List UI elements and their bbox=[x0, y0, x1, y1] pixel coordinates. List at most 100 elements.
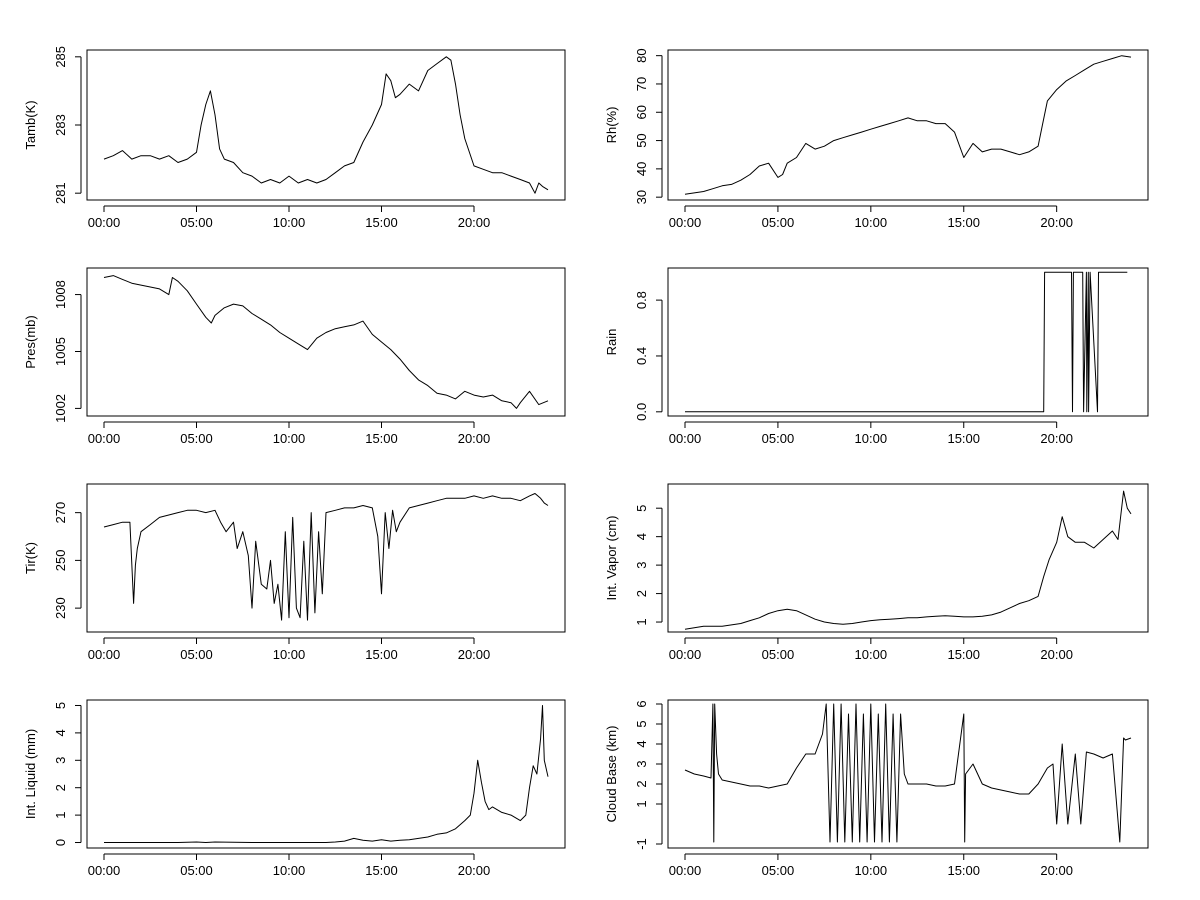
series-line-intliquid bbox=[104, 705, 549, 843]
chart-panel-7: 00:00 05:00 10:00 15:00 20:00 -1 1 2 3 4 5 6 Cloud B… bbox=[604, 699, 1149, 878]
x-tick-label: 15:00 bbox=[365, 647, 398, 662]
x-tick-label: 05:00 bbox=[180, 647, 213, 662]
plot-frame bbox=[667, 49, 1149, 201]
y-tick-label: 4 bbox=[634, 740, 649, 747]
x-tick-label: 00:00 bbox=[88, 431, 121, 446]
y-tick-label: 3 bbox=[634, 760, 649, 767]
x-tick-label: 10:00 bbox=[855, 215, 888, 230]
series-line-rain bbox=[685, 271, 1128, 413]
chart-panel-6: 00:00 05:00 10:00 15:00 20:00 0 1 2 3 4 5 Int. Liqu… bbox=[23, 699, 566, 878]
y-tick-label: -1 bbox=[634, 838, 649, 850]
y-tick-label: 1 bbox=[634, 800, 649, 807]
y-tick-label: 2 bbox=[53, 784, 68, 791]
chart-panel-3: 00:00 05:00 10:00 15:00 20:00 0.0 0.4 0.8 Rain bbox=[604, 267, 1149, 446]
series-line-tamb bbox=[103, 56, 549, 194]
y-tick-label: 1008 bbox=[53, 280, 68, 309]
y-tick-label: 1005 bbox=[53, 337, 68, 366]
y-tick-label: 0 bbox=[53, 839, 68, 846]
y-tick-label: 230 bbox=[53, 597, 68, 619]
plot-frame bbox=[86, 483, 566, 633]
y-tick-label: 4 bbox=[634, 533, 649, 540]
x-tick-label: 20:00 bbox=[458, 431, 491, 446]
y-axis-label: Int. Liquid (mm) bbox=[23, 729, 38, 819]
y-tick-label: 250 bbox=[53, 550, 68, 572]
x-tick-label: 05:00 bbox=[762, 215, 795, 230]
y-tick-label: 40 bbox=[634, 162, 649, 176]
plot-frame bbox=[667, 267, 1149, 417]
y-tick-label: 2 bbox=[634, 780, 649, 787]
x-tick-label: 15:00 bbox=[365, 431, 398, 446]
chart-panel-2: 00:00 05:00 10:00 15:00 20:00 1002 1005 1008 Pre… bbox=[23, 267, 566, 446]
y-tick-label: 5 bbox=[634, 505, 649, 512]
x-tick-label: 10:00 bbox=[855, 863, 888, 878]
y-tick-label: 270 bbox=[53, 502, 68, 524]
plot-frame bbox=[86, 267, 566, 417]
y-axis-label: Tir(K) bbox=[23, 542, 38, 574]
x-tick-label: 15:00 bbox=[365, 863, 398, 878]
series-line-rh bbox=[684, 55, 1132, 195]
y-tick-label: 0.4 bbox=[634, 347, 649, 365]
y-tick-label: 2 bbox=[634, 590, 649, 597]
y-tick-label: 5 bbox=[53, 702, 68, 709]
y-axis-label: Rain bbox=[604, 329, 619, 356]
y-axis-label: Pres(mb) bbox=[23, 315, 38, 368]
y-axis-label: Int. Vapor (cm) bbox=[604, 515, 619, 600]
x-tick-label: 15:00 bbox=[947, 431, 980, 446]
y-tick-label: 0.8 bbox=[634, 291, 649, 309]
x-tick-label: 00:00 bbox=[669, 431, 702, 446]
y-tick-label: 0.0 bbox=[634, 403, 649, 421]
x-tick-label: 00:00 bbox=[88, 863, 121, 878]
y-tick-label: 30 bbox=[634, 190, 649, 204]
chart-panel-1: 00:00 05:00 10:00 15:00 20:00 30 40 50 60 70 80 Rh(… bbox=[604, 48, 1149, 230]
y-tick-label: 60 bbox=[634, 105, 649, 119]
x-tick-label: 20:00 bbox=[458, 863, 491, 878]
x-tick-label: 20:00 bbox=[1040, 215, 1073, 230]
x-tick-label: 10:00 bbox=[273, 431, 306, 446]
x-tick-label: 15:00 bbox=[947, 647, 980, 662]
x-tick-label: 05:00 bbox=[762, 431, 795, 446]
x-tick-label: 00:00 bbox=[88, 215, 121, 230]
x-tick-label: 05:00 bbox=[180, 431, 213, 446]
x-tick-label: 15:00 bbox=[365, 215, 398, 230]
y-tick-label: 281 bbox=[53, 182, 68, 204]
chart-panel-4: 00:00 05:00 10:00 15:00 20:00 230 250 270 Tir(K) bbox=[23, 483, 566, 662]
y-tick-label: 3 bbox=[634, 561, 649, 568]
series-line-tir bbox=[103, 493, 549, 621]
y-tick-label: 50 bbox=[634, 133, 649, 147]
y-tick-label: 4 bbox=[53, 729, 68, 736]
x-tick-label: 10:00 bbox=[273, 863, 306, 878]
y-tick-label: 70 bbox=[634, 77, 649, 91]
y-tick-label: 1 bbox=[634, 618, 649, 625]
x-tick-label: 10:00 bbox=[273, 215, 306, 230]
x-tick-label: 05:00 bbox=[762, 863, 795, 878]
x-tick-label: 20:00 bbox=[1040, 647, 1073, 662]
x-tick-label: 05:00 bbox=[180, 215, 213, 230]
plot-frame bbox=[667, 483, 1149, 633]
plot-frame bbox=[86, 699, 566, 849]
x-tick-label: 20:00 bbox=[1040, 863, 1073, 878]
y-tick-label: 5 bbox=[634, 720, 649, 727]
x-tick-label: 05:00 bbox=[762, 647, 795, 662]
y-tick-label: 80 bbox=[634, 48, 649, 62]
chart-panel-5: 00:00 05:00 10:00 15:00 20:00 1 2 3 4 5 Int. Vapor… bbox=[604, 483, 1149, 662]
x-tick-label: 15:00 bbox=[947, 863, 980, 878]
y-axis-label: Tamb(K) bbox=[23, 100, 38, 149]
y-tick-label: 1002 bbox=[53, 394, 68, 423]
x-tick-label: 20:00 bbox=[1040, 431, 1073, 446]
y-tick-label: 1 bbox=[53, 811, 68, 818]
plot-frame bbox=[86, 49, 566, 201]
x-tick-label: 10:00 bbox=[855, 647, 888, 662]
plot-frame bbox=[667, 699, 1149, 849]
x-tick-label: 00:00 bbox=[669, 863, 702, 878]
y-axis-label: Rh(%) bbox=[604, 107, 619, 144]
x-tick-label: 10:00 bbox=[855, 431, 888, 446]
series-line-cloudbase bbox=[684, 703, 1132, 843]
x-tick-label: 15:00 bbox=[947, 215, 980, 230]
y-tick-label: 6 bbox=[634, 700, 649, 707]
x-tick-label: 00:00 bbox=[669, 647, 702, 662]
x-tick-label: 20:00 bbox=[458, 647, 491, 662]
y-axis-label: Cloud Base (km) bbox=[604, 726, 619, 823]
y-tick-label: 3 bbox=[53, 757, 68, 764]
x-tick-label: 20:00 bbox=[458, 215, 491, 230]
